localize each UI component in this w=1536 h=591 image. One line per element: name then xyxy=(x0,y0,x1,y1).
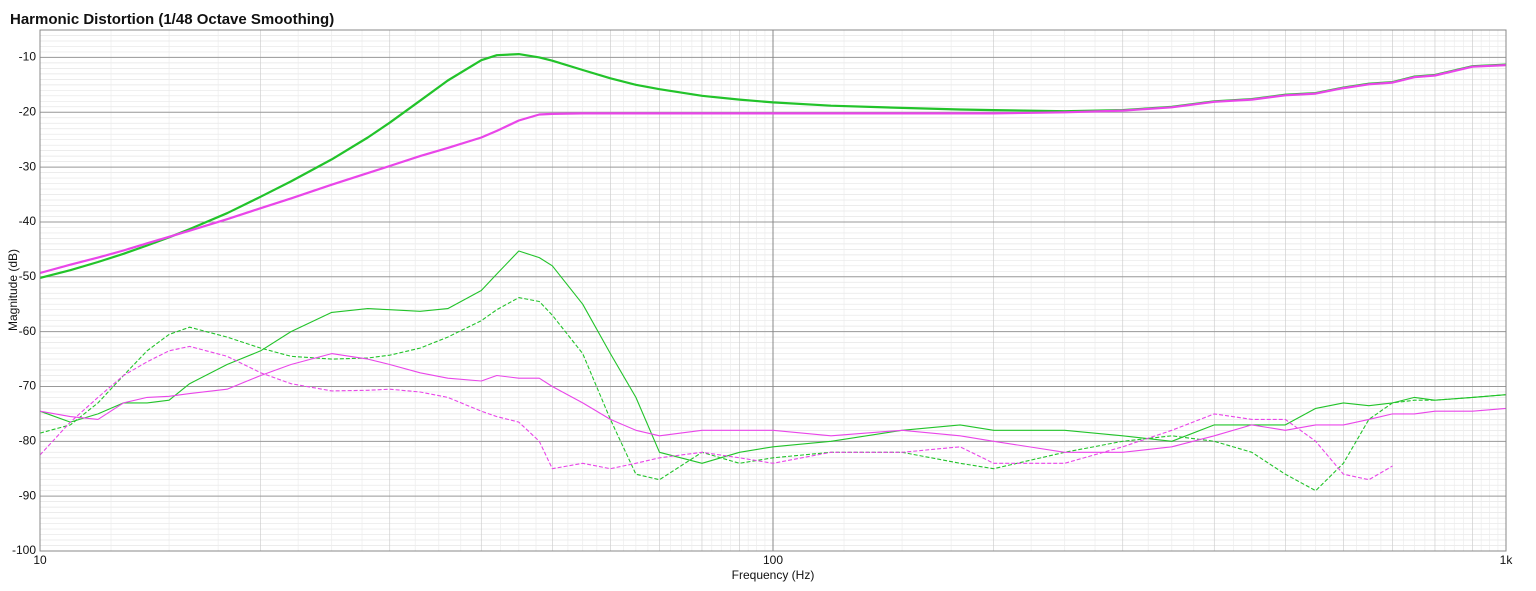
plot-lines xyxy=(39,53,1507,492)
plot-frame xyxy=(39,29,1507,552)
y-tick-label: -10 xyxy=(19,50,37,64)
y-tick-label: -40 xyxy=(19,214,37,228)
x-axis-label: Frequency (Hz) xyxy=(732,568,815,582)
y-tick-label: -80 xyxy=(19,433,37,447)
chart-title: Harmonic Distortion (1/48 Octave Smoothi… xyxy=(10,11,334,28)
y-tick-label: -90 xyxy=(19,488,37,502)
y-tick-label: -50 xyxy=(19,269,37,283)
y-tick-label: -70 xyxy=(19,379,37,393)
series-line xyxy=(39,353,1507,453)
series-line xyxy=(39,64,1507,275)
series-line xyxy=(39,250,1507,464)
x-tick-label: 1k xyxy=(1500,553,1514,567)
y-tick-label: -20 xyxy=(19,104,37,118)
grid xyxy=(39,29,1507,552)
y-tick-label: -30 xyxy=(19,159,37,173)
x-tick-label: 10 xyxy=(33,553,47,567)
y-tick-label: -60 xyxy=(19,324,37,338)
y-tick-label: -100 xyxy=(12,543,36,557)
series-line xyxy=(39,345,1393,481)
x-tick-label: 100 xyxy=(763,553,783,567)
y-axis-label: Magnitude (dB) xyxy=(6,249,20,331)
